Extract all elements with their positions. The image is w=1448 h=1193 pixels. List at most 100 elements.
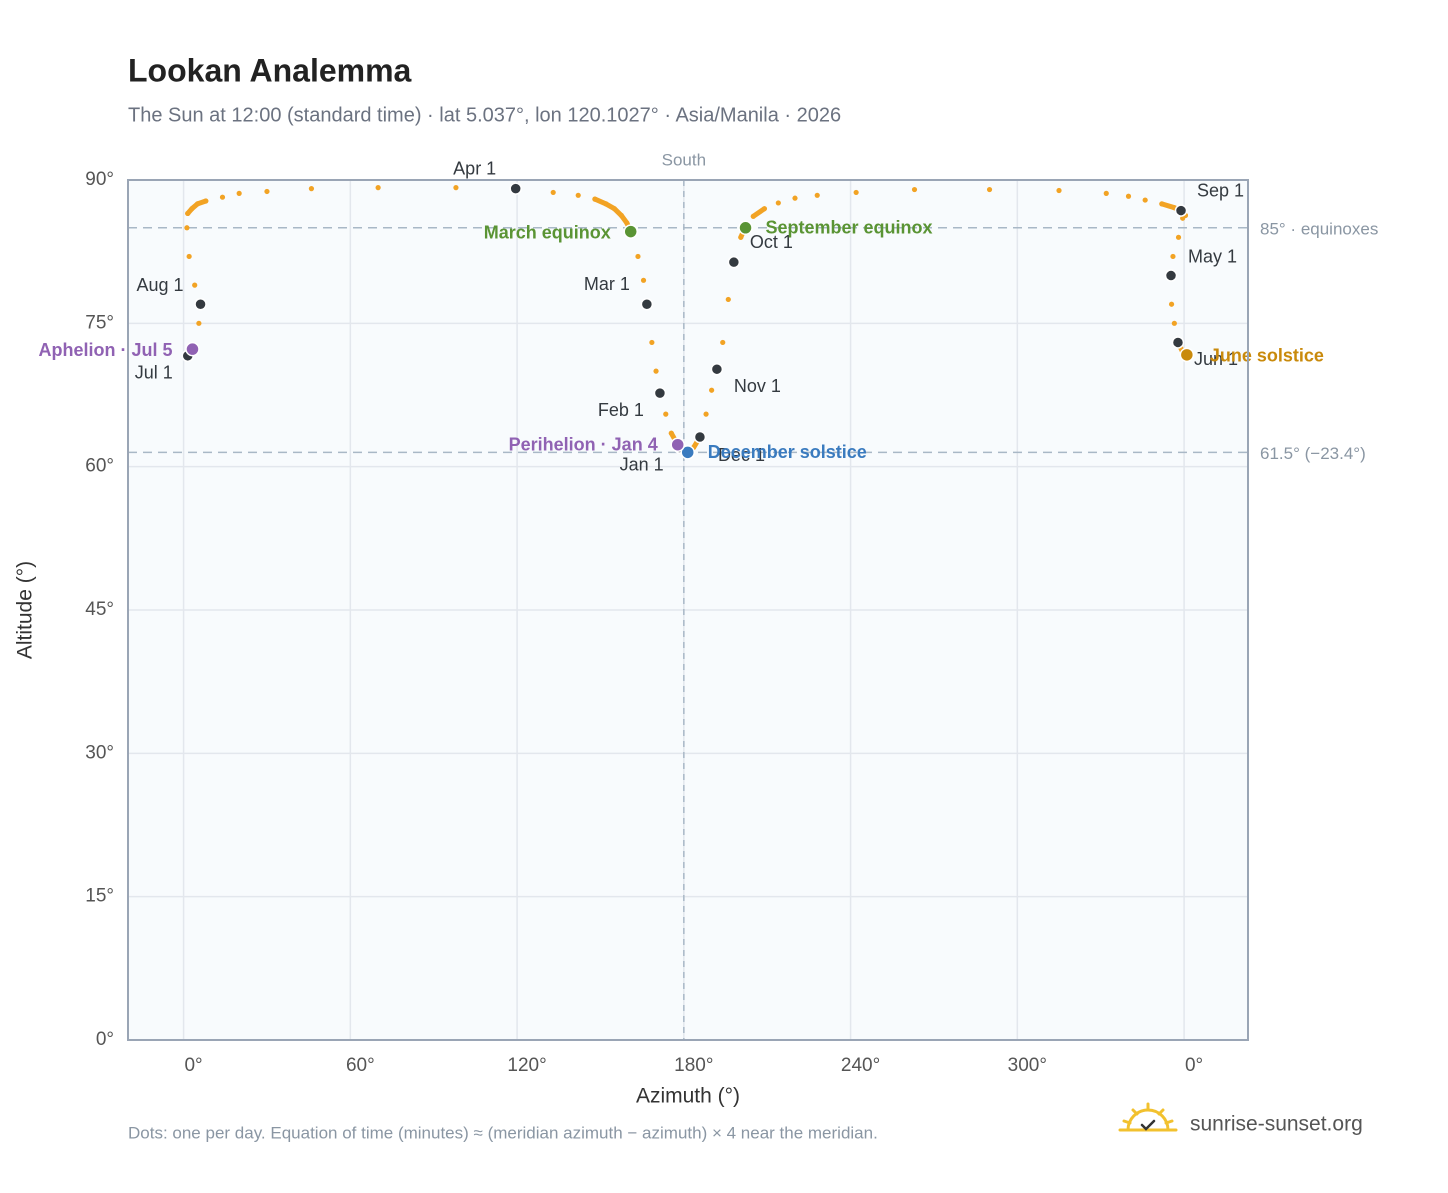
day-dot: [649, 339, 655, 346]
marker: [727, 255, 741, 269]
x-tick-label: 0°: [184, 1055, 202, 1076]
reference-label: 61.5° (−23.4°): [1260, 444, 1366, 463]
day-dot: [853, 189, 859, 196]
day-dot: [668, 430, 674, 436]
reference-label: 85° · equinoxes: [1260, 219, 1378, 238]
day-dot: [792, 195, 798, 201]
day-dot: [624, 220, 630, 226]
day-dot: [1056, 187, 1062, 194]
x-tick-label: 60°: [346, 1055, 375, 1076]
day-dot: [611, 206, 617, 212]
brand-logo: [1118, 1102, 1178, 1132]
y-tick-label: 30°: [85, 742, 114, 763]
marker: [185, 341, 200, 357]
x-tick-label: 300°: [1008, 1055, 1047, 1076]
marker-label: Apr 1: [453, 158, 496, 178]
day-dot: [603, 201, 609, 207]
marker-label: Dec 1: [718, 445, 765, 465]
marker-label: December solstice: [708, 442, 867, 462]
day-dot: [1142, 197, 1148, 203]
day-dot: [219, 194, 226, 200]
day-dot: [308, 186, 315, 192]
day-dot: [185, 210, 191, 217]
x-tick-label: 120°: [507, 1055, 546, 1076]
day-dot: [653, 368, 659, 374]
marker: [1179, 347, 1195, 363]
x-tick-label: 0°: [1185, 1055, 1203, 1076]
chart-subtitle: The Sun at 12:00 (standard time) · lat 5…: [128, 104, 841, 126]
marker-label: Jan 1: [620, 454, 664, 474]
day-dot: [184, 225, 190, 231]
y-tick-label: 60°: [85, 456, 114, 477]
marker-label: Perihelion · Jan 4: [509, 434, 658, 454]
day-dot: [194, 201, 201, 207]
day-dot: [196, 320, 202, 326]
brand: sunrise-sunset.org: [1190, 1113, 1363, 1136]
day-dot: [750, 213, 756, 219]
day-dot: [814, 192, 820, 198]
y-tick-label: 75°: [85, 312, 114, 333]
marker-label: Nov 1: [734, 376, 781, 396]
marker: [1164, 269, 1178, 282]
marker-label: Oct 1: [750, 232, 793, 252]
y-axis-title: Altitude (°): [14, 561, 37, 659]
day-dot: [189, 206, 195, 212]
marker-label: Sep 1: [1197, 180, 1244, 200]
day-dot: [453, 185, 459, 191]
day-dot: [1170, 253, 1176, 260]
y-tick-label: 45°: [85, 599, 114, 620]
marker-label: Aug 1: [136, 275, 183, 295]
day-dot: [986, 186, 993, 193]
day-dot: [635, 253, 641, 260]
marker-label: June solstice: [1210, 346, 1324, 366]
marker-label: Jul 1: [135, 363, 173, 383]
day-dot: [1175, 234, 1182, 240]
day-dot: [550, 189, 556, 196]
day-dot: [720, 339, 726, 346]
marker: [670, 437, 685, 452]
day-dot: [375, 185, 381, 191]
day-dot: [592, 196, 598, 202]
day-dot: [203, 198, 209, 204]
marker-label: Mar 1: [584, 274, 630, 294]
marker-label: Jun 1: [1194, 349, 1238, 369]
marker: [710, 362, 724, 376]
marker: [653, 386, 667, 400]
x-tick-label: 180°: [674, 1055, 713, 1076]
marker: [640, 297, 654, 311]
marker-label: March equinox: [484, 222, 611, 242]
y-tick-label: 0°: [96, 1029, 114, 1050]
x-axis-title: Azimuth (°): [636, 1085, 740, 1108]
footnote: Dots: one per day. Equation of time (min…: [128, 1123, 878, 1142]
day-dot: [1171, 320, 1177, 326]
day-dot: [575, 192, 581, 198]
day-dot: [911, 186, 918, 193]
day-dot: [775, 200, 781, 206]
marker-label: September equinox: [766, 218, 933, 238]
day-dot: [1159, 201, 1165, 207]
marker-label: Aphelion · Jul 5: [38, 340, 172, 360]
day-dot: [264, 188, 270, 195]
marker: [509, 182, 522, 195]
day-dot: [1125, 193, 1132, 199]
south-label: South: [662, 150, 706, 169]
day-dot: [1180, 215, 1186, 221]
marker: [738, 220, 753, 236]
marker: [1174, 204, 1188, 217]
marker-label: Feb 1: [598, 400, 644, 420]
day-dot: [236, 190, 242, 196]
day-dot: [186, 253, 192, 260]
marker: [194, 297, 207, 311]
day-dot: [1168, 301, 1175, 307]
marker: [680, 445, 695, 460]
day-dot: [725, 296, 731, 303]
y-tick-label: 90°: [85, 169, 114, 190]
marker: [623, 224, 638, 239]
markers: Jan 1 Feb 1 Mar 1 Apr 1 May 1 Jun 1 Jul 1 Aug 1…: [38, 158, 1323, 474]
day-dot: [192, 282, 198, 288]
marker: [693, 430, 707, 444]
day-dot: [761, 206, 768, 212]
day-dot: [738, 234, 744, 240]
y-tick-label: 15°: [85, 886, 114, 907]
